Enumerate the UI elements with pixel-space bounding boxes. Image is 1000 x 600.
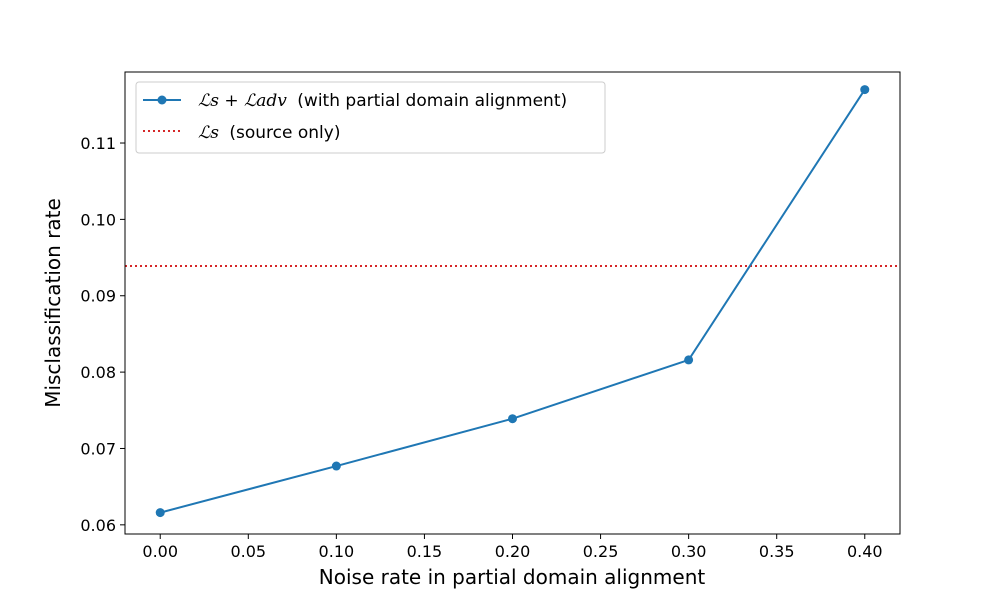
x-tick-label: 0.05 — [230, 542, 266, 561]
legend-label-main: ℒs + ℒadv (with partial domain alignment… — [198, 91, 567, 111]
legend-math-main: ℒs + ℒadv — [198, 91, 287, 111]
x-tick-label: 0.10 — [319, 542, 355, 561]
legend-text-source: (source only) — [229, 123, 340, 143]
y-axis-ticks: 0.06 0.07 0.08 0.09 0.10 0.11 — [80, 134, 125, 535]
x-axis-label: Noise rate in partial domain alignment — [319, 565, 706, 589]
plot-frame — [124, 71, 901, 535]
legend-label-source: ℒs (source only) — [198, 123, 340, 143]
y-tick-label: 0.09 — [80, 287, 116, 306]
series-layer — [125, 85, 900, 518]
y-tick-label: 0.11 — [80, 134, 116, 153]
x-tick-label: 0.40 — [847, 542, 883, 561]
legend-box — [135, 81, 606, 154]
legend: ℒs + ℒadv (with partial domain alignment… — [135, 81, 606, 154]
data-point — [508, 414, 517, 424]
x-tick-label: 0.25 — [583, 542, 619, 561]
y-tick-label: 0.06 — [80, 516, 116, 535]
data-point — [860, 85, 870, 95]
legend-text-main: (with partial domain alignment) — [297, 91, 567, 111]
y-tick-label: 0.07 — [80, 439, 116, 458]
x-tick-label: 0.30 — [671, 542, 707, 561]
legend-marker-main — [157, 95, 167, 105]
y-tick-label: 0.10 — [80, 210, 116, 229]
data-point — [155, 508, 165, 518]
x-tick-label: 0.00 — [142, 542, 178, 561]
y-axis-label: Misclassification rate — [41, 198, 65, 408]
data-point — [684, 355, 694, 365]
x-axis-ticks: 0.00 0.05 0.10 0.15 0.20 0.25 0.30 0.35 0.40 — [142, 534, 883, 561]
legend-math-source: ℒs — [198, 123, 219, 143]
x-tick-label: 0.20 — [495, 542, 531, 561]
data-point — [331, 461, 341, 471]
x-tick-label: 0.15 — [407, 542, 443, 561]
x-tick-label: 0.35 — [759, 542, 795, 561]
y-tick-label: 0.08 — [80, 363, 116, 382]
